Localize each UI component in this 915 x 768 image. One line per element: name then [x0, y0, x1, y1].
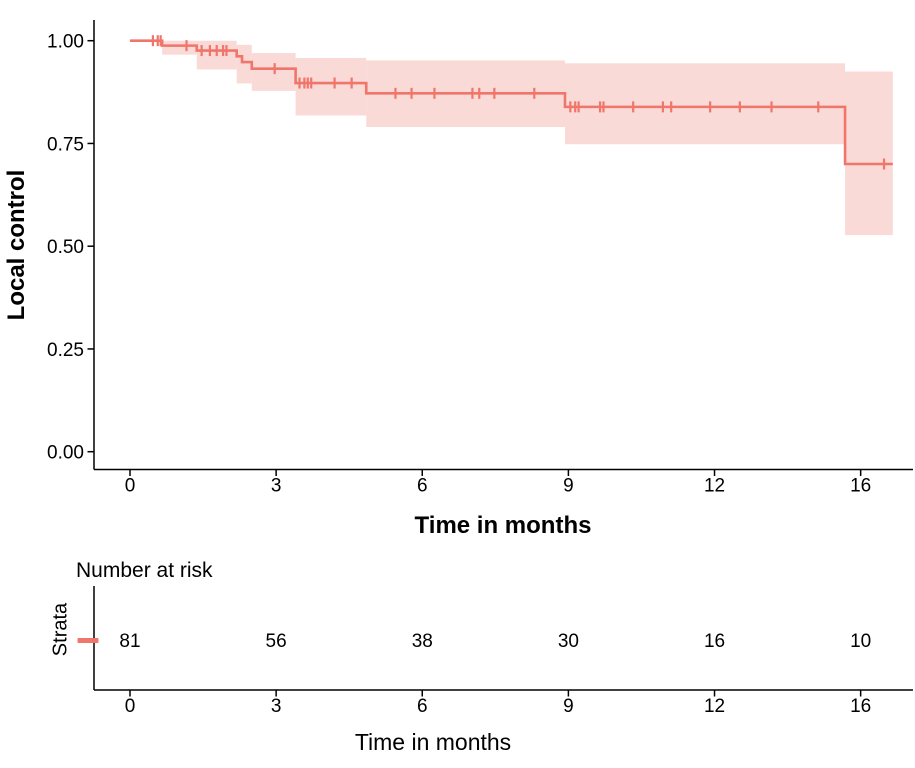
x-tick-label: 3 [271, 476, 282, 497]
y-tick-label: 0.75 [47, 134, 84, 155]
main-axes: 0.00 0.25 0.50 0.75 1.00 0 3 6 9 12 16 [47, 20, 913, 497]
risk-count: 81 [119, 631, 140, 652]
risk-table-title: Number at risk [76, 559, 213, 582]
risk-count: 10 [850, 631, 871, 652]
x-tick-label: 6 [417, 476, 428, 497]
risk-x-axis-title: Time in months [354, 729, 512, 755]
y-tick-label: 0.50 [47, 237, 84, 258]
y-tick-label: 0.25 [47, 340, 84, 361]
risk-count: 16 [704, 631, 725, 652]
risk-count: 56 [266, 631, 287, 652]
survival-curve [130, 39, 893, 166]
y-tick-label: 0.00 [47, 443, 84, 464]
risk-x-tick-label: 12 [704, 696, 725, 717]
risk-x-tick-label: 9 [563, 696, 574, 717]
x-axis-title: Time in months [414, 512, 592, 539]
y-tick-label: 1.00 [47, 32, 84, 53]
x-tick-label: 16 [850, 476, 871, 497]
confidence-band-segment [564, 63, 846, 145]
x-tick-label: 9 [563, 476, 574, 497]
risk-x-tick-label: 3 [271, 696, 282, 717]
risk-count: 38 [412, 631, 433, 652]
risk-x-tick-label: 16 [850, 696, 871, 717]
censor-marks [151, 35, 886, 170]
risk-table: 0 3 6 9 12 16 81 56 38 30 16 10 [77, 586, 913, 717]
risk-x-tick-label: 0 [125, 696, 136, 717]
confidence-band-segment [236, 44, 252, 84]
risk-count: 30 [558, 631, 579, 652]
x-tick-label: 12 [704, 476, 725, 497]
confidence-band-segment [162, 40, 197, 55]
confidence-band-segment [295, 57, 367, 116]
risk-x-tick-label: 6 [417, 696, 428, 717]
confidence-band-segment [845, 71, 893, 236]
strata-legend-dash [77, 638, 99, 643]
x-tick-label: 0 [125, 476, 136, 497]
y-axis-title: Local control [3, 169, 30, 321]
strata-axis-title: Strata [49, 602, 72, 657]
